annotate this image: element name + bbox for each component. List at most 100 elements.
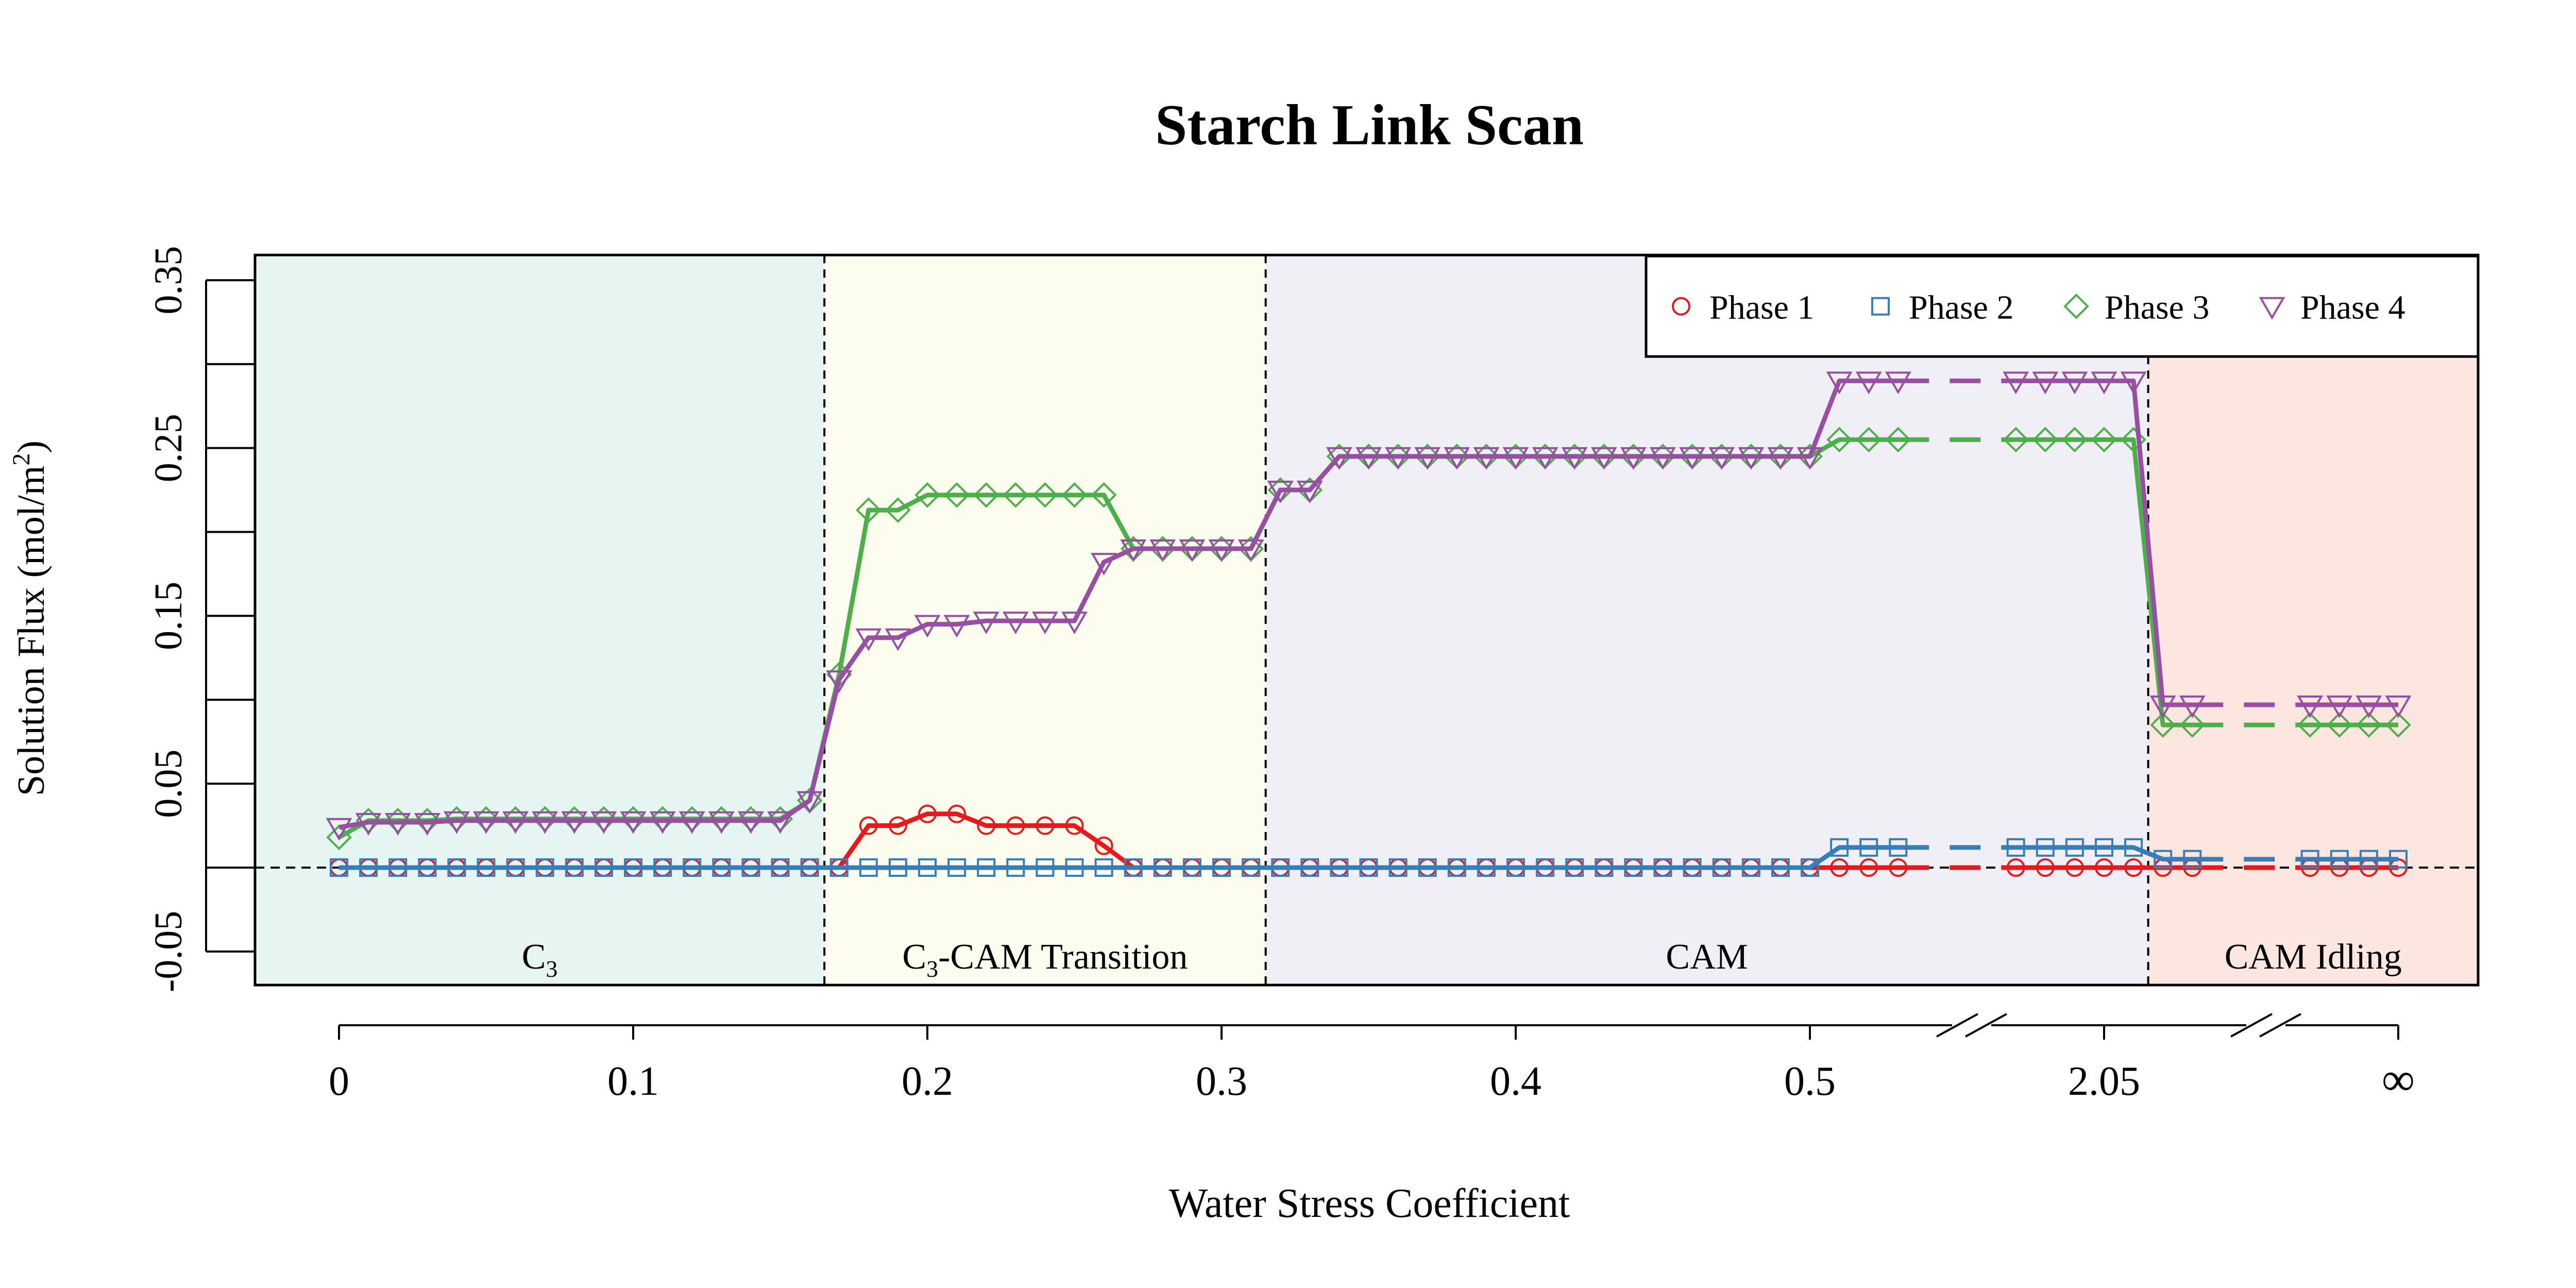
series-phase-2 (330, 838, 2408, 877)
region-label-subscript: 3 (926, 956, 938, 982)
data-point (1326, 447, 1352, 470)
data-point (1296, 481, 1323, 504)
data-point (326, 818, 352, 841)
data-point (2326, 712, 2352, 738)
data-point (2330, 850, 2349, 869)
region-label-main: CAM (1666, 937, 1748, 977)
data-point (943, 615, 970, 638)
data-point (1855, 371, 1882, 395)
data-point (737, 811, 764, 834)
y-axis: -0.05 0.05 0.15 0.25 0.35 (147, 246, 255, 992)
data-point (1532, 447, 1558, 470)
x-tick-label: 0.4 (1490, 1059, 1541, 1104)
data-point (1006, 816, 1025, 835)
data-point (388, 858, 408, 877)
data-point (1031, 612, 1058, 635)
data-point (2061, 371, 2088, 395)
data-point (532, 811, 558, 834)
x-axis: 0 0.1 0.2 0.3 0.4 0.5 2.05 ∞ (329, 1024, 2415, 1105)
data-point (1859, 838, 1878, 857)
data-point (1856, 427, 1882, 453)
data-point (1889, 858, 1908, 877)
data-point (2149, 696, 2176, 718)
data-point (1650, 447, 1676, 470)
data-point (1271, 858, 1290, 877)
data-point (624, 858, 642, 877)
data-point (859, 858, 878, 877)
y-axis-title-superscript: 2 (8, 453, 35, 466)
data-point (1444, 447, 1470, 470)
data-point (594, 858, 613, 877)
data-point (653, 858, 672, 877)
x-tick-label: 0 (329, 1059, 349, 1104)
data-point (2120, 371, 2147, 395)
data-point (1871, 297, 1890, 316)
data-point (1330, 858, 1349, 877)
data-point (359, 858, 378, 877)
data-point (1477, 858, 1496, 877)
data-point (1003, 482, 1029, 508)
data-point (826, 670, 853, 693)
data-point (1771, 858, 1790, 877)
data-point (918, 858, 937, 877)
data-point (1094, 858, 1113, 877)
data-point (1738, 447, 1765, 470)
data-point (1149, 539, 1176, 563)
y-tick-label: -0.05 (147, 911, 190, 992)
region-label: CAM Idling (2225, 937, 2402, 977)
data-point (1094, 836, 1113, 855)
region-label-main: C (902, 937, 926, 977)
data-point (355, 813, 382, 836)
data-point (973, 612, 999, 635)
data-point (2300, 850, 2319, 869)
data-point (2183, 850, 2202, 869)
data-point (1036, 858, 1055, 877)
data-point (2036, 858, 2055, 877)
y-axis-title-main: Solution Flux (mol/m (10, 466, 53, 796)
data-point (502, 811, 529, 834)
data-point (947, 804, 967, 823)
data-point (1065, 816, 1084, 835)
data-point (2154, 850, 2173, 869)
data-point (2121, 427, 2146, 453)
series-layer (326, 371, 2412, 877)
data-point (473, 811, 499, 834)
data-point (1036, 816, 1055, 835)
data-point (2036, 838, 2055, 857)
data-point (1447, 858, 1466, 877)
region-labels: C3 C3-CAM Transition CAM CAM Idling (522, 937, 2402, 982)
data-point (590, 811, 617, 834)
data-point (1238, 539, 1264, 563)
data-point (561, 811, 588, 834)
axis-break-mark (2230, 1013, 2273, 1038)
data-point (2297, 696, 2324, 718)
data-point (888, 816, 907, 835)
data-point (1885, 371, 1911, 395)
data-point (1885, 427, 1911, 453)
axis-break-mark (1965, 1013, 2008, 1038)
series-line (338, 378, 1899, 830)
region-label-main: CAM Idling (2225, 937, 2402, 977)
data-point (1061, 482, 1088, 508)
data-point (1032, 482, 1058, 508)
data-point (1830, 858, 1849, 877)
y-axis-title: Solution Flux (mol/m2) (8, 440, 53, 796)
data-point (1683, 858, 1702, 877)
data-point (2124, 858, 2143, 877)
data-point (944, 482, 970, 508)
data-point (1212, 858, 1231, 877)
region-bg (1265, 255, 2148, 985)
data-point (1506, 858, 1525, 877)
data-point (326, 824, 352, 851)
data-point (1679, 447, 1706, 470)
region-label-subscript: 3 (546, 956, 557, 982)
data-point (1065, 858, 1084, 877)
data-point (2063, 293, 2089, 319)
data-point (679, 811, 705, 834)
data-point (2259, 297, 2285, 320)
data-point (1889, 838, 1908, 857)
data-point (1801, 858, 1819, 877)
data-point (447, 858, 466, 877)
data-point (885, 497, 911, 523)
